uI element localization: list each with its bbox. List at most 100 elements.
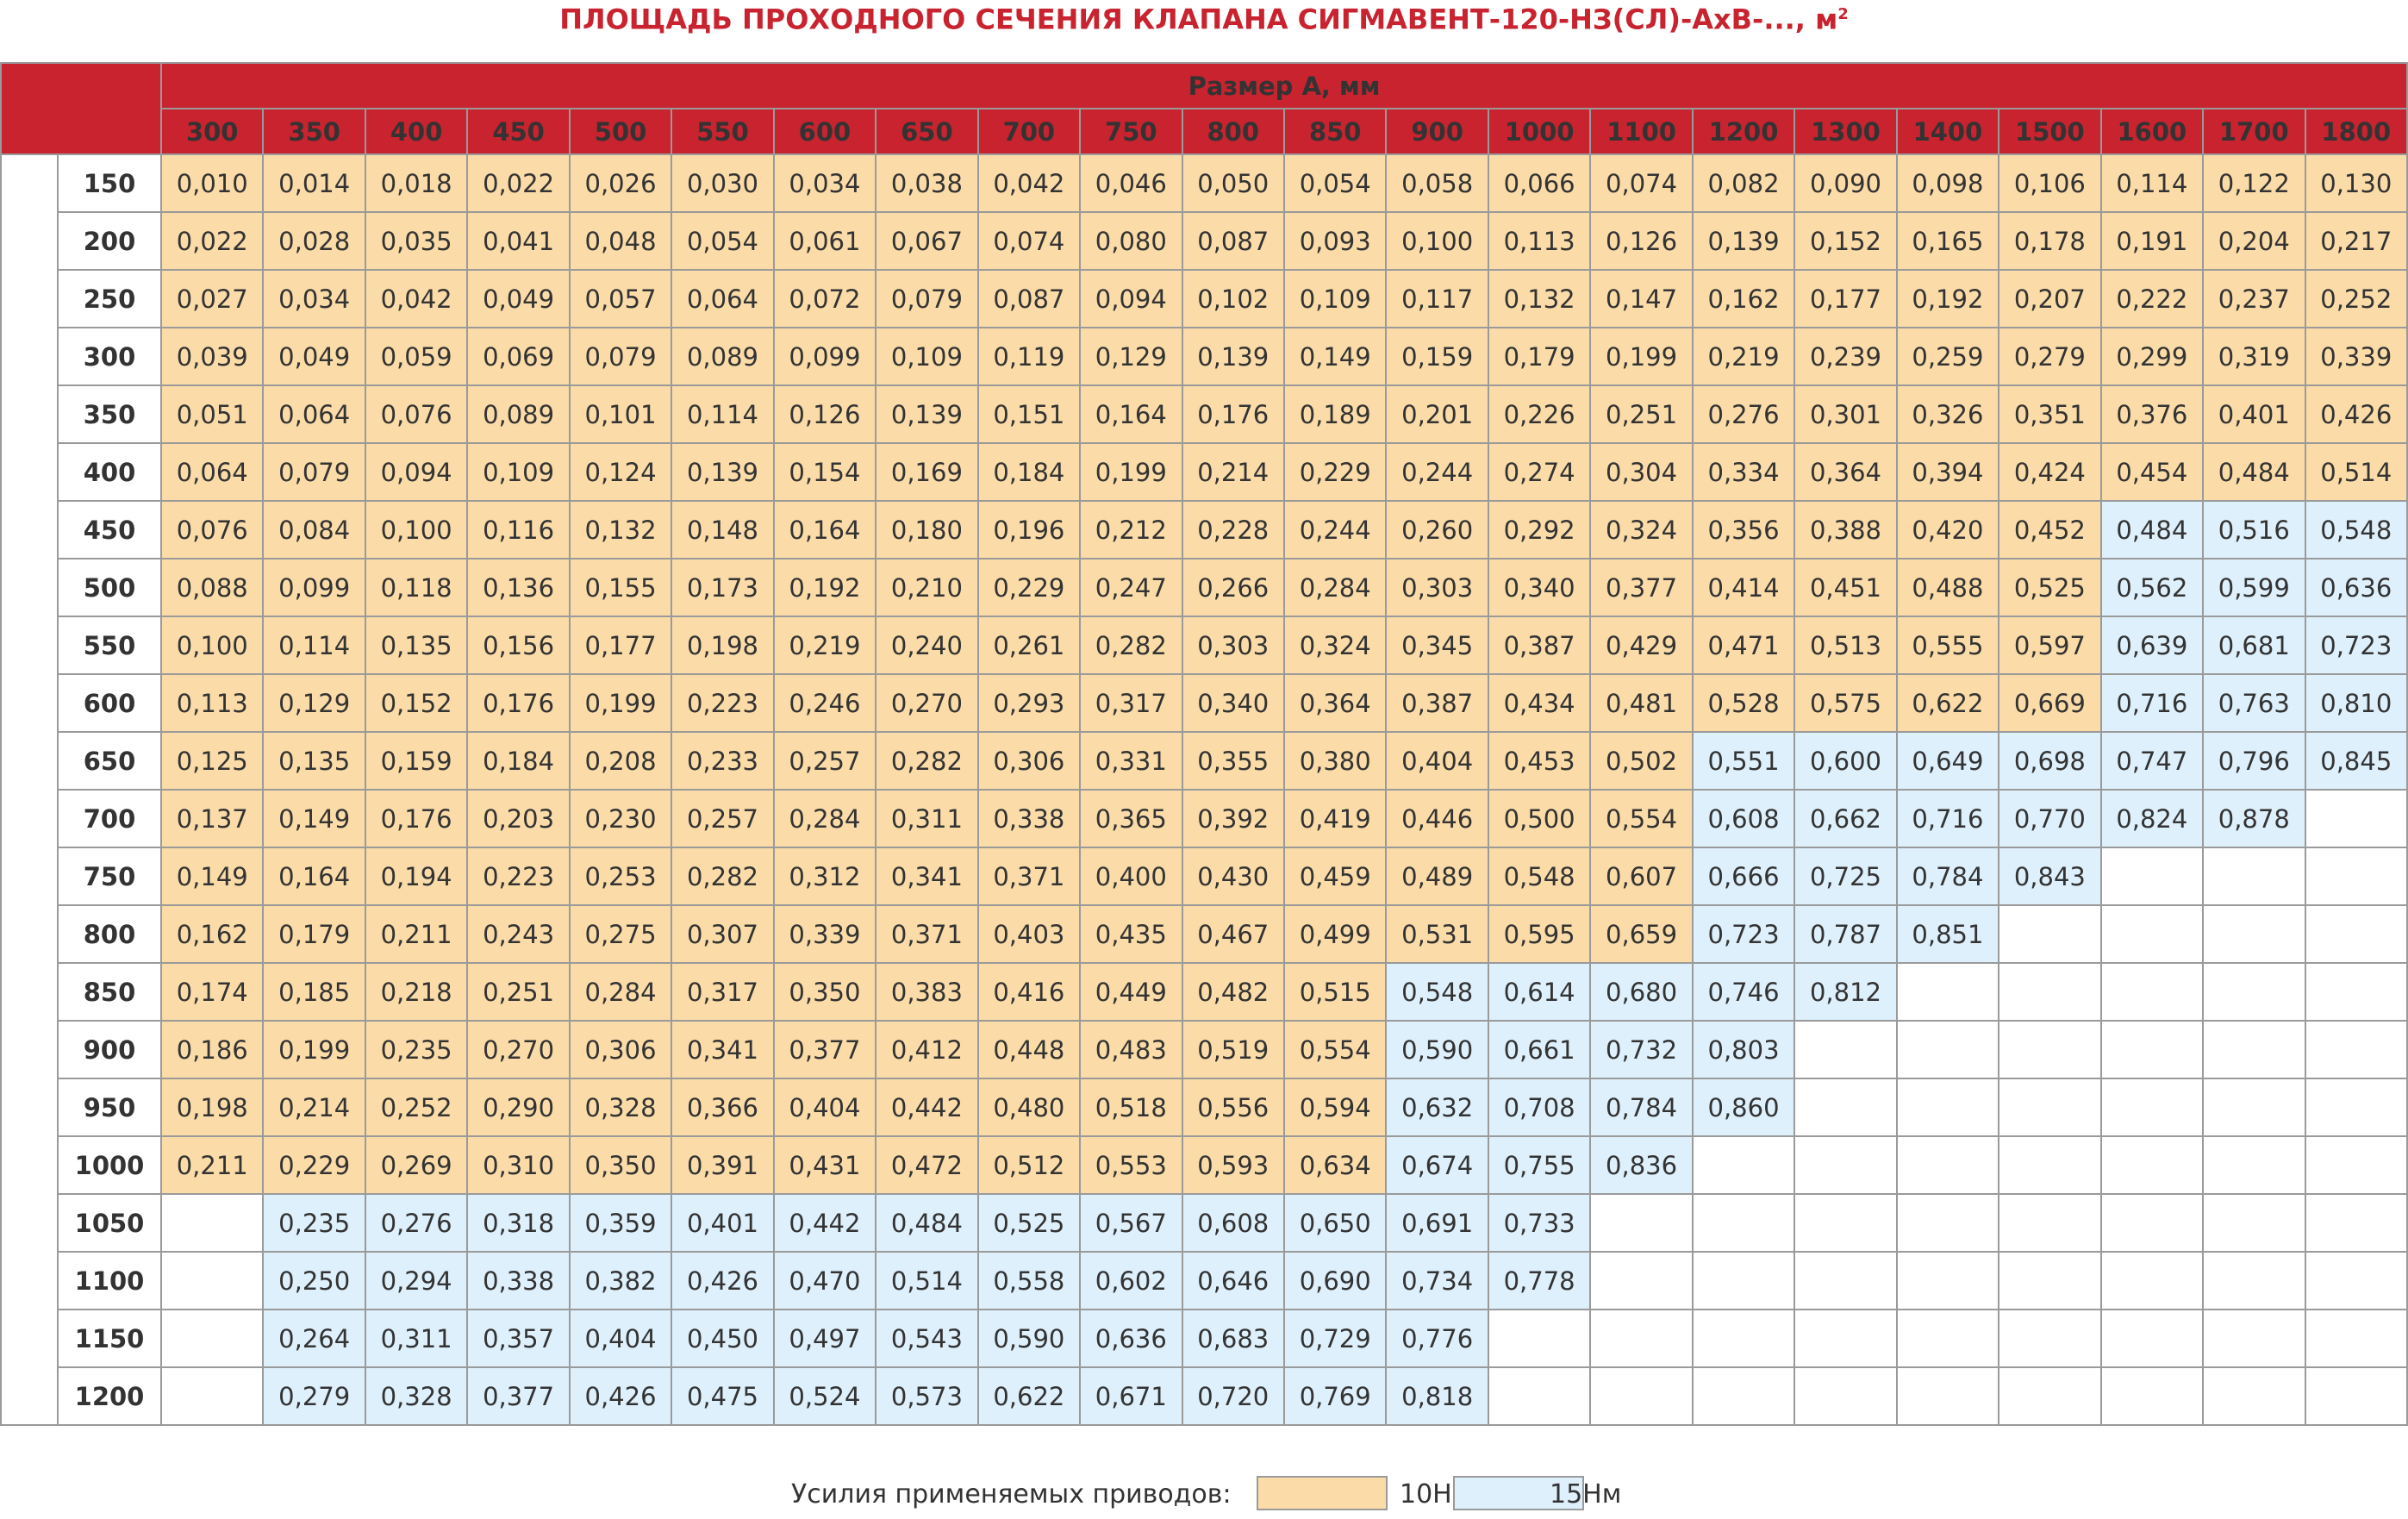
table-cell: 0,467: [1181, 904, 1285, 964]
table-row: 550 0,100 0,114 0,135 0,156 0,177 0,198 0,219 0,…: [1, 616, 2408, 675]
table-cell: 0,022: [466, 153, 571, 213]
table-cell: [1589, 1251, 1694, 1310]
table-cell: 0,338: [466, 1251, 571, 1310]
table-cell: 0,276: [364, 1193, 469, 1253]
table-cell: 0,192: [772, 558, 877, 617]
table-cell: 0,038: [875, 153, 979, 213]
table-cell: 0,328: [568, 1078, 673, 1137]
table-cell: 0,590: [976, 1309, 1082, 1368]
table-cell: 0,284: [1282, 558, 1388, 617]
table-cell: 0,282: [671, 847, 775, 906]
table-cell: 0,669: [1998, 673, 2102, 733]
table-cell: 0,649: [1895, 731, 2000, 791]
table-cell: 0,514: [2304, 442, 2408, 502]
table-cell: 0,259: [1895, 327, 2000, 386]
table-cell: 0,014: [262, 153, 366, 213]
table-cell: 0,345: [1385, 616, 1489, 675]
table-cell: 0,489: [1385, 847, 1489, 906]
table-cell: 0,426: [2304, 384, 2408, 444]
table-cell: 0,260: [1385, 500, 1489, 559]
table-cell: 0,126: [772, 384, 877, 444]
table-cell: 0,306: [976, 731, 1082, 791]
legend-swatch-10nm: [1257, 1476, 1388, 1510]
table-cell: 0,475: [671, 1366, 775, 1426]
table-cell: [1589, 1193, 1694, 1253]
table-cell: [1998, 1135, 2102, 1195]
table-cell: 0,199: [568, 673, 673, 733]
row-header: 450: [57, 500, 162, 559]
table-cell: 0,113: [159, 673, 265, 733]
table-cell: 0,294: [364, 1251, 469, 1310]
table-cell: 0,394: [1895, 442, 2000, 502]
table-cell: 0,573: [875, 1366, 979, 1426]
table-row: 400 0,064 0,079 0,094 0,109 0,124 0,139 0,154 0,…: [1, 442, 2408, 502]
table-cell: 0,387: [1487, 616, 1592, 675]
table-cell: 0,054: [671, 211, 775, 271]
table-cell: 0,139: [875, 384, 979, 444]
table-cell: 0,034: [772, 153, 877, 213]
table-cell: 0,810: [2304, 673, 2408, 733]
table-cell: 0,662: [1794, 789, 1898, 848]
table-cell: 0,593: [1181, 1135, 1285, 1195]
table-cell: 0,244: [1385, 442, 1489, 502]
table-cell: [2099, 1309, 2205, 1368]
table-cell: 0,543: [875, 1309, 979, 1368]
row-header: 550: [57, 616, 162, 675]
table-cell: 0,240: [875, 616, 979, 675]
table-cell: 0,723: [2304, 616, 2408, 675]
table-row: 450 0,076 0,084 0,100 0,116 0,132 0,148 0,164 0,…: [1, 500, 2408, 559]
row-header: 600: [57, 673, 162, 733]
table-cell: 0,113: [1487, 211, 1592, 271]
column-header: 600: [772, 108, 877, 155]
table-cell: 0,251: [466, 962, 571, 1022]
table-cell: 0,430: [1181, 847, 1285, 906]
table-cell: 0,622: [976, 1366, 1082, 1426]
table-cell: 0,359: [568, 1193, 673, 1253]
table-cell: [1998, 1251, 2102, 1310]
table-cell: [1691, 1135, 1796, 1195]
column-header: 800: [1181, 108, 1285, 155]
table-cell: 0,454: [2099, 442, 2205, 502]
table-cell: 0,018: [364, 153, 469, 213]
table-cell: 0,434: [1487, 673, 1592, 733]
table-cell: 0,079: [568, 327, 673, 386]
table-cell: 0,035: [364, 211, 469, 271]
table-cell: 0,169: [875, 442, 979, 502]
table-cell: 0,484: [875, 1193, 979, 1253]
table-cell: 0,147: [1589, 269, 1694, 328]
table-cell: 0,324: [1282, 616, 1388, 675]
table-cell: 0,034: [262, 269, 366, 328]
table-cell: [1998, 1366, 2102, 1426]
table-cell: 0,512: [976, 1135, 1082, 1195]
table-cell: 0,556: [1181, 1078, 1285, 1137]
table-cell: 0,480: [976, 1078, 1082, 1137]
table-cell: 0,106: [1998, 153, 2102, 213]
table-cell: 0,176: [364, 789, 469, 848]
table-cell: 0,026: [568, 153, 673, 213]
table-cell: 0,729: [1282, 1309, 1388, 1368]
table-cell: 0,310: [466, 1135, 571, 1195]
table-cell: 0,784: [1895, 847, 2000, 906]
table-cell: 0,499: [1282, 904, 1388, 964]
table-cell: 0,450: [671, 1309, 775, 1368]
table-cell: 0,279: [1998, 327, 2102, 386]
table-cell: 0,836: [1589, 1135, 1694, 1195]
table-cell: 0,401: [671, 1193, 775, 1253]
table-cell: 0,404: [772, 1078, 877, 1137]
table-cell: 0,179: [262, 904, 366, 964]
table-cell: 0,217: [2304, 211, 2408, 271]
table-cell: 0,132: [568, 500, 673, 559]
table-cell: [2099, 1135, 2205, 1195]
table-cell: 0,548: [2304, 500, 2408, 559]
table-cell: 0,471: [1691, 616, 1796, 675]
table-cell: 0,214: [1181, 442, 1285, 502]
table-cell: 0,716: [2099, 673, 2205, 733]
table-cell: [1998, 904, 2102, 964]
table-row: 500 0,088 0,099 0,118 0,136 0,155 0,173 0,192 0,…: [1, 558, 2408, 617]
table-cell: 0,514: [875, 1251, 979, 1310]
table-cell: 0,282: [875, 731, 979, 791]
table-cell: 0,204: [2202, 211, 2306, 271]
table-cell: 0,218: [364, 962, 469, 1022]
table-row: 350 0,051 0,064 0,076 0,089 0,101 0,114 0,126 0,…: [1, 384, 2408, 444]
table-cell: 0,109: [1282, 269, 1388, 328]
